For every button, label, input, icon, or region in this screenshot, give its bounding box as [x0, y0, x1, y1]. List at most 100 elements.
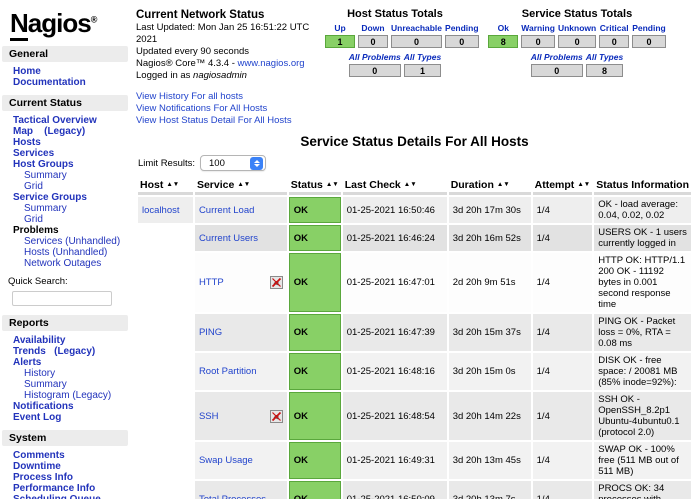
sidebar-item-network-outages[interactable]: Network Outages — [24, 258, 102, 269]
sidebar-item-trends-legacy[interactable]: Trends (Legacy) — [13, 346, 96, 357]
host-pending-header[interactable]: Pending — [445, 23, 479, 33]
top-header: Current Network Status Last Updated: Mon… — [136, 8, 693, 127]
svc-ok-header[interactable]: Ok — [497, 23, 509, 33]
host-up-header[interactable]: Up — [334, 23, 346, 33]
svc-all-problems-count[interactable]: 0 — [530, 64, 583, 77]
host-status-totals: Host Status Totals Up Down Unreachable P… — [322, 8, 479, 127]
svc-warning-count[interactable]: 0 — [521, 35, 555, 48]
host-all-types-header[interactable]: All Types — [403, 52, 442, 62]
col-header-service[interactable]: Service ▲▼ — [194, 178, 287, 195]
host-down-header[interactable]: Down — [361, 23, 385, 33]
table-row: SSH OK 01-25-2021 16:48:54 3d 20h 14m 22… — [138, 392, 691, 440]
sidebar-item-services-unhandled[interactable]: Services (Unhandled) — [24, 236, 121, 247]
sidebar-item-host-groups[interactable]: Host Groups — [13, 159, 74, 170]
sidebar-item-service-groups-summary[interactable]: Summary — [24, 203, 67, 214]
sort-arrows-icon[interactable]: ▲▼ — [166, 181, 180, 188]
status-info-cell: SSH OK - OpenSSH_8.2p1 Ubuntu-4ubuntu0.1… — [594, 392, 691, 440]
view-notifications-link[interactable]: View Notifications For All Hosts — [136, 103, 268, 114]
host-all-types-count[interactable]: 1 — [403, 64, 442, 77]
service-link[interactable]: Total Processes — [199, 494, 266, 499]
host-cell — [138, 353, 193, 390]
sidebar-item-alerts-history[interactable]: History — [24, 368, 56, 379]
limit-results-select[interactable]: 100 — [200, 155, 267, 171]
service-cell: Swap Usage — [194, 442, 287, 479]
sidebar-item-hosts-unhandled[interactable]: Hosts (Unhandled) — [24, 247, 108, 258]
limit-results-label: Limit Results: — [138, 157, 196, 169]
info-title: Current Network Status — [136, 9, 265, 21]
service-link[interactable]: Root Partition — [198, 366, 257, 377]
sidebar-item-event-log[interactable]: Event Log — [13, 412, 62, 423]
svc-all-types-header[interactable]: All Types — [585, 52, 624, 62]
svc-all-problems-header[interactable]: All Problems — [530, 52, 583, 62]
service-cell: PING — [194, 314, 287, 351]
version-line: Nagios® Core™ 4.3.4 - www.nagios.org — [136, 58, 305, 69]
sidebar-item-comments[interactable]: Comments — [13, 450, 65, 461]
sidebar-item-performance-info[interactable]: Performance Info — [13, 483, 96, 494]
attempt-cell: 1/4 — [532, 481, 593, 499]
svc-unknown-header[interactable]: Unknown — [557, 23, 597, 33]
sidebar-item-host-groups-summary[interactable]: Summary — [24, 170, 67, 181]
sidebar-item-notifications[interactable]: Notifications — [13, 401, 74, 412]
sort-arrows-icon[interactable]: ▲▼ — [237, 181, 251, 188]
sidebar-item-downtime[interactable]: Downtime — [13, 461, 61, 472]
service-link[interactable]: Current Load — [198, 204, 255, 216]
host-cell — [138, 253, 193, 312]
quick-search-input[interactable] — [12, 291, 112, 306]
col-header-attempt[interactable]: Attempt ▲▼ — [532, 178, 593, 195]
svc-all-types-count[interactable]: 8 — [585, 64, 624, 77]
col-header-last-check[interactable]: Last Check ▲▼ — [342, 178, 447, 195]
col-header-duration[interactable]: Duration ▲▼ — [448, 178, 531, 195]
sort-arrows-icon[interactable]: ▲▼ — [577, 181, 591, 188]
host-link[interactable]: localhost — [142, 204, 180, 216]
sidebar-item-histogram-legacy[interactable]: Histogram (Legacy) — [24, 390, 112, 401]
host-down-count[interactable]: 0 — [358, 35, 388, 48]
sidebar-item-map-legacy[interactable]: Map (Legacy) — [13, 126, 86, 137]
sidebar-item-hosts[interactable]: Hosts — [13, 137, 41, 148]
host-all-problems-header[interactable]: All Problems — [348, 52, 401, 62]
svc-pending-count[interactable]: 0 — [632, 35, 666, 48]
sidebar-item-availability[interactable]: Availability — [13, 335, 66, 346]
sidebar-item-services[interactable]: Services — [13, 148, 55, 159]
svc-warning-header[interactable]: Warning — [521, 23, 555, 33]
sidebar-item-scheduling-queue[interactable]: Scheduling Queue — [13, 494, 130, 499]
host-pending-count[interactable]: 0 — [445, 35, 479, 48]
sort-arrows-icon[interactable]: ▲▼ — [403, 181, 417, 188]
sidebar-item-service-groups-grid[interactable]: Grid — [24, 214, 43, 225]
col-header-status[interactable]: Status ▲▼ — [288, 178, 341, 195]
sidebar-item-service-groups[interactable]: Service Groups — [13, 192, 87, 203]
svc-unknown-count[interactable]: 0 — [557, 35, 597, 48]
sidebar-item-host-groups-grid[interactable]: Grid — [24, 181, 43, 192]
sidebar-item-home[interactable]: Home — [13, 66, 41, 77]
service-link[interactable]: PING — [198, 327, 223, 338]
host-up-count[interactable]: 1 — [325, 35, 355, 48]
host-cell — [138, 392, 193, 440]
view-host-status-link[interactable]: View Host Status Detail For All Hosts — [136, 115, 292, 126]
svc-ok-count[interactable]: 8 — [488, 35, 519, 48]
status-info-cell: DISK OK - free space: / 20081 MB (85% in… — [594, 353, 691, 390]
view-history-link[interactable]: View History For all hosts — [136, 91, 243, 102]
host-all-problems-count[interactable]: 0 — [348, 64, 401, 77]
sidebar-item-documentation[interactable]: Documentation — [13, 77, 86, 88]
service-link[interactable]: Current Users — [198, 232, 259, 244]
service-link[interactable]: Swap Usage — [198, 455, 253, 466]
nagios-org-link[interactable]: www.nagios.org — [237, 58, 305, 69]
sidebar-item-tactical-overview[interactable]: Tactical Overview — [13, 115, 97, 126]
service-link[interactable]: SSH — [198, 410, 219, 422]
sidebar-item-alerts-summary[interactable]: Summary — [24, 379, 67, 390]
service-link[interactable]: HTTP — [198, 277, 224, 288]
svc-critical-count[interactable]: 0 — [599, 35, 630, 48]
host-unreachable-count[interactable]: 0 — [391, 35, 443, 48]
sort-arrows-icon[interactable]: ▲▼ — [496, 181, 510, 188]
sidebar-item-alerts[interactable]: Alerts — [13, 357, 42, 368]
last-check-cell: 01-25-2021 16:50:09 — [342, 481, 447, 499]
sidebar-item-process-info[interactable]: Process Info — [13, 472, 74, 483]
sort-arrows-icon[interactable]: ▲▼ — [325, 181, 339, 188]
svc-critical-header[interactable]: Critical — [599, 23, 629, 33]
last-check-cell: 01-25-2021 16:46:24 — [342, 225, 447, 251]
quick-search-label: Quick Search: — [8, 276, 68, 287]
status-info-cell: PING OK - Packet loss = 0%, RTA = 0.08 m… — [594, 314, 691, 351]
svc-pending-header[interactable]: Pending — [632, 23, 666, 33]
host-unreachable-header[interactable]: Unreachable — [391, 23, 443, 33]
col-header-host[interactable]: Host ▲▼ — [138, 178, 193, 195]
